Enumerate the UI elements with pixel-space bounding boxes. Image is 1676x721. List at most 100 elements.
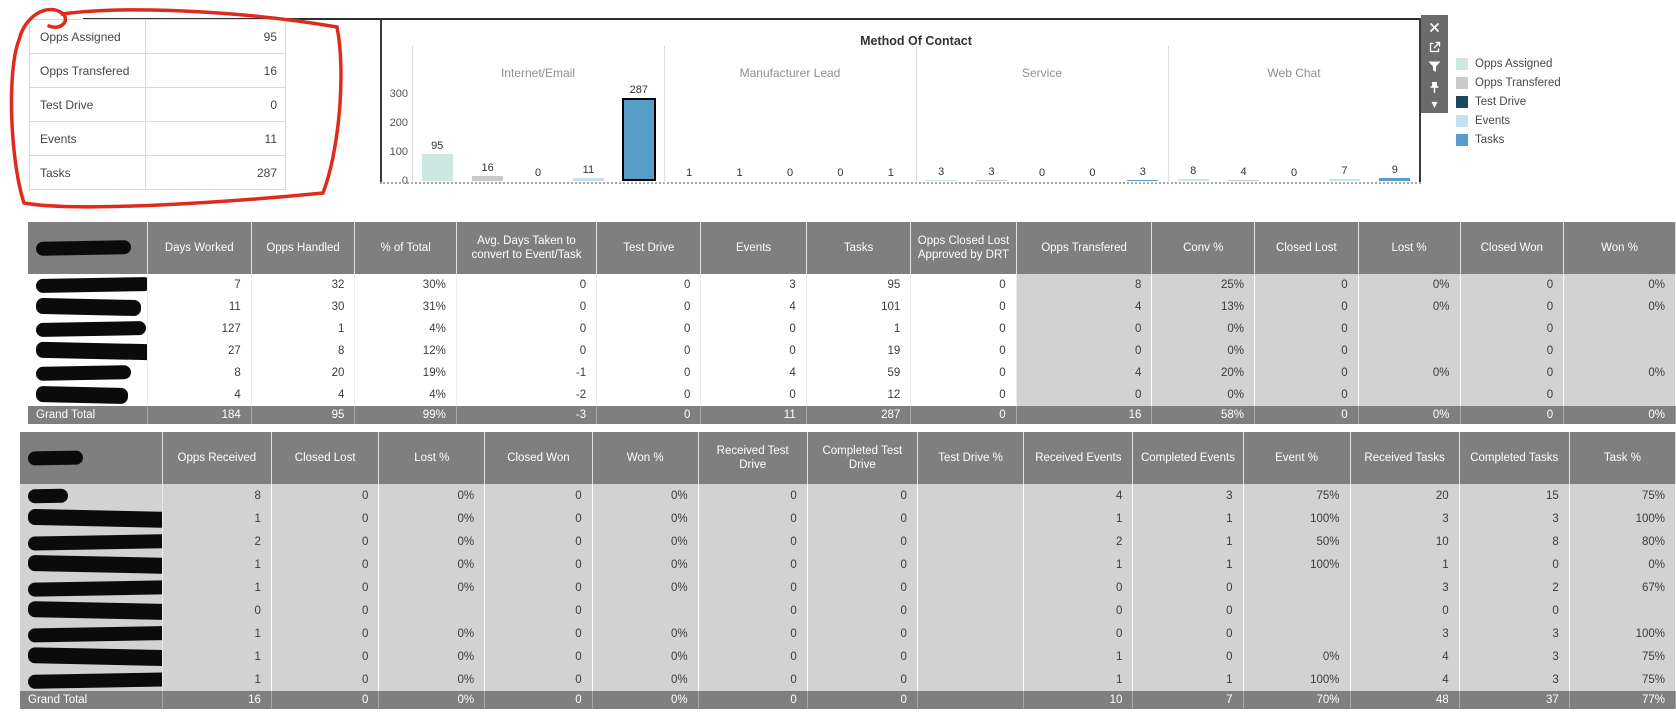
summary-value: 95	[145, 19, 286, 54]
bar-tasks[interactable]	[1127, 180, 1159, 181]
bar-opps-transfered[interactable]	[1228, 180, 1260, 181]
open-in-new-icon[interactable]	[1421, 37, 1448, 57]
table-cell: 0	[807, 668, 918, 691]
table-cell: 0	[271, 576, 380, 599]
table-cell: 20	[251, 362, 356, 384]
table-cell: -3	[456, 406, 598, 424]
column-header: Days Worked	[147, 222, 252, 274]
table-cell: 0	[807, 691, 918, 709]
bar-value-label: 1	[686, 167, 693, 179]
table-cell: 0	[484, 553, 593, 576]
chart-legend: Opps Assigned Opps Transfered Test Drive Ev…	[1456, 54, 1561, 149]
opps-by-agent-table: Days Worked Opps Handled% of Total Avg. Da…	[28, 222, 1676, 424]
redacted-name	[35, 240, 132, 256]
bar-events[interactable]	[572, 178, 604, 181]
opps-received-table: Opps Received Closed Lost Lost % Closed Won…	[20, 432, 1676, 709]
table-cell: 100%	[1243, 553, 1351, 576]
legend-item[interactable]: Opps Transfered	[1456, 73, 1561, 92]
table-cell: 0	[700, 318, 807, 340]
table-cell: 0%	[592, 622, 699, 645]
bar-opps-transfered[interactable]	[472, 176, 504, 181]
table-cell: 0	[271, 507, 380, 530]
table-cell: 58%	[1151, 406, 1255, 424]
table-cell	[592, 599, 699, 622]
redacted-name	[35, 365, 132, 381]
legend-item[interactable]: Test Drive	[1456, 92, 1561, 111]
bar-tasks[interactable]	[1379, 178, 1411, 181]
table-cell: 0	[271, 530, 380, 553]
table-cell: 4	[1023, 484, 1134, 507]
table-cell: 80%	[1569, 530, 1676, 553]
table-row: 1 0 0% 0 0% 0 0 1 1 100% 1 0 0%	[20, 553, 1676, 576]
bar-value-label: 8	[1190, 165, 1197, 177]
legend-label: Tasks	[1475, 133, 1505, 146]
table-cell: 16	[162, 691, 272, 709]
table-cell: 75%	[1569, 484, 1676, 507]
table-cell: 75%	[1569, 668, 1676, 691]
summary-value: 16	[145, 53, 286, 88]
bar-tasks[interactable]	[621, 98, 656, 181]
table-cell: 15	[1459, 484, 1570, 507]
table-cell: 8	[162, 484, 272, 507]
table-cell: 0	[807, 645, 918, 668]
table-cell: 100%	[1243, 668, 1351, 691]
method-of-contact-bar-chart: Method Of Contact 0 100 200 300 Internet/Ema…	[380, 18, 1421, 187]
table-cell: 0	[700, 384, 807, 406]
table-cell: 1	[1023, 668, 1134, 691]
panel-divider	[916, 46, 917, 183]
legend-item[interactable]: Tasks	[1456, 130, 1561, 149]
table-cell: 0	[271, 553, 380, 576]
table-cell: 4	[700, 296, 807, 318]
table-cell: 0	[698, 645, 808, 668]
table-cell: 0%	[592, 484, 699, 507]
table-cell	[28, 296, 148, 318]
table-cell: 0	[910, 296, 1017, 318]
bar-opps-assigned[interactable]	[925, 180, 957, 181]
column-header: Opps Received	[162, 432, 272, 484]
header-row: Opps Received Closed Lost Lost % Closed Won…	[20, 432, 1676, 484]
bar-opps-transfered[interactable]	[976, 180, 1008, 181]
table-cell: 59	[806, 362, 912, 384]
legend-swatch	[1456, 76, 1468, 89]
table-cell: 0	[484, 622, 593, 645]
close-icon[interactable]	[1421, 17, 1448, 37]
table-cell	[1358, 340, 1461, 362]
panel-label: Internet/Email	[500, 66, 576, 80]
table-cell: 7	[1132, 691, 1244, 709]
more-options-icon[interactable]: ▾	[1431, 97, 1438, 111]
column-header: % of Total	[354, 222, 457, 274]
summary-label: Tasks	[29, 155, 146, 190]
table-cell: 184	[147, 406, 252, 424]
table-cell: 0%	[1358, 274, 1461, 296]
table-cell: 19	[806, 340, 912, 362]
filter-icon[interactable]	[1421, 57, 1448, 77]
table-cell	[1563, 318, 1676, 340]
table-cell	[20, 484, 163, 507]
bar-opps-assigned[interactable]	[421, 154, 453, 181]
summary-row: Opps Transfered 16	[29, 53, 286, 88]
pin-icon[interactable]	[1421, 77, 1448, 97]
table-cell: 0	[910, 406, 1017, 424]
table-cell: 0	[807, 576, 918, 599]
table-cell: 0%	[592, 553, 699, 576]
bar-events[interactable]	[1328, 179, 1360, 181]
legend-swatch	[1456, 95, 1468, 108]
table-cell: 0%	[378, 530, 486, 553]
panel-divider	[664, 46, 665, 183]
column-header: Test Drive	[596, 222, 702, 274]
legend-item[interactable]: Events	[1456, 111, 1561, 130]
table-cell: 0%	[378, 645, 486, 668]
bar-opps-assigned[interactable]	[1177, 179, 1209, 181]
table-cell: 0%	[592, 668, 699, 691]
table-cell: 0%	[592, 691, 699, 709]
table-cell: 0	[484, 691, 593, 709]
legend-item[interactable]: Opps Assigned	[1456, 54, 1561, 73]
table-cell: 0	[596, 362, 702, 384]
name-column-header	[28, 222, 148, 274]
table-cell: 30	[251, 296, 356, 318]
table-cell: 0%	[1358, 362, 1461, 384]
column-header: Completed Test Drive	[807, 432, 918, 484]
table-cell: 1	[1350, 553, 1460, 576]
table-cell	[28, 362, 148, 384]
